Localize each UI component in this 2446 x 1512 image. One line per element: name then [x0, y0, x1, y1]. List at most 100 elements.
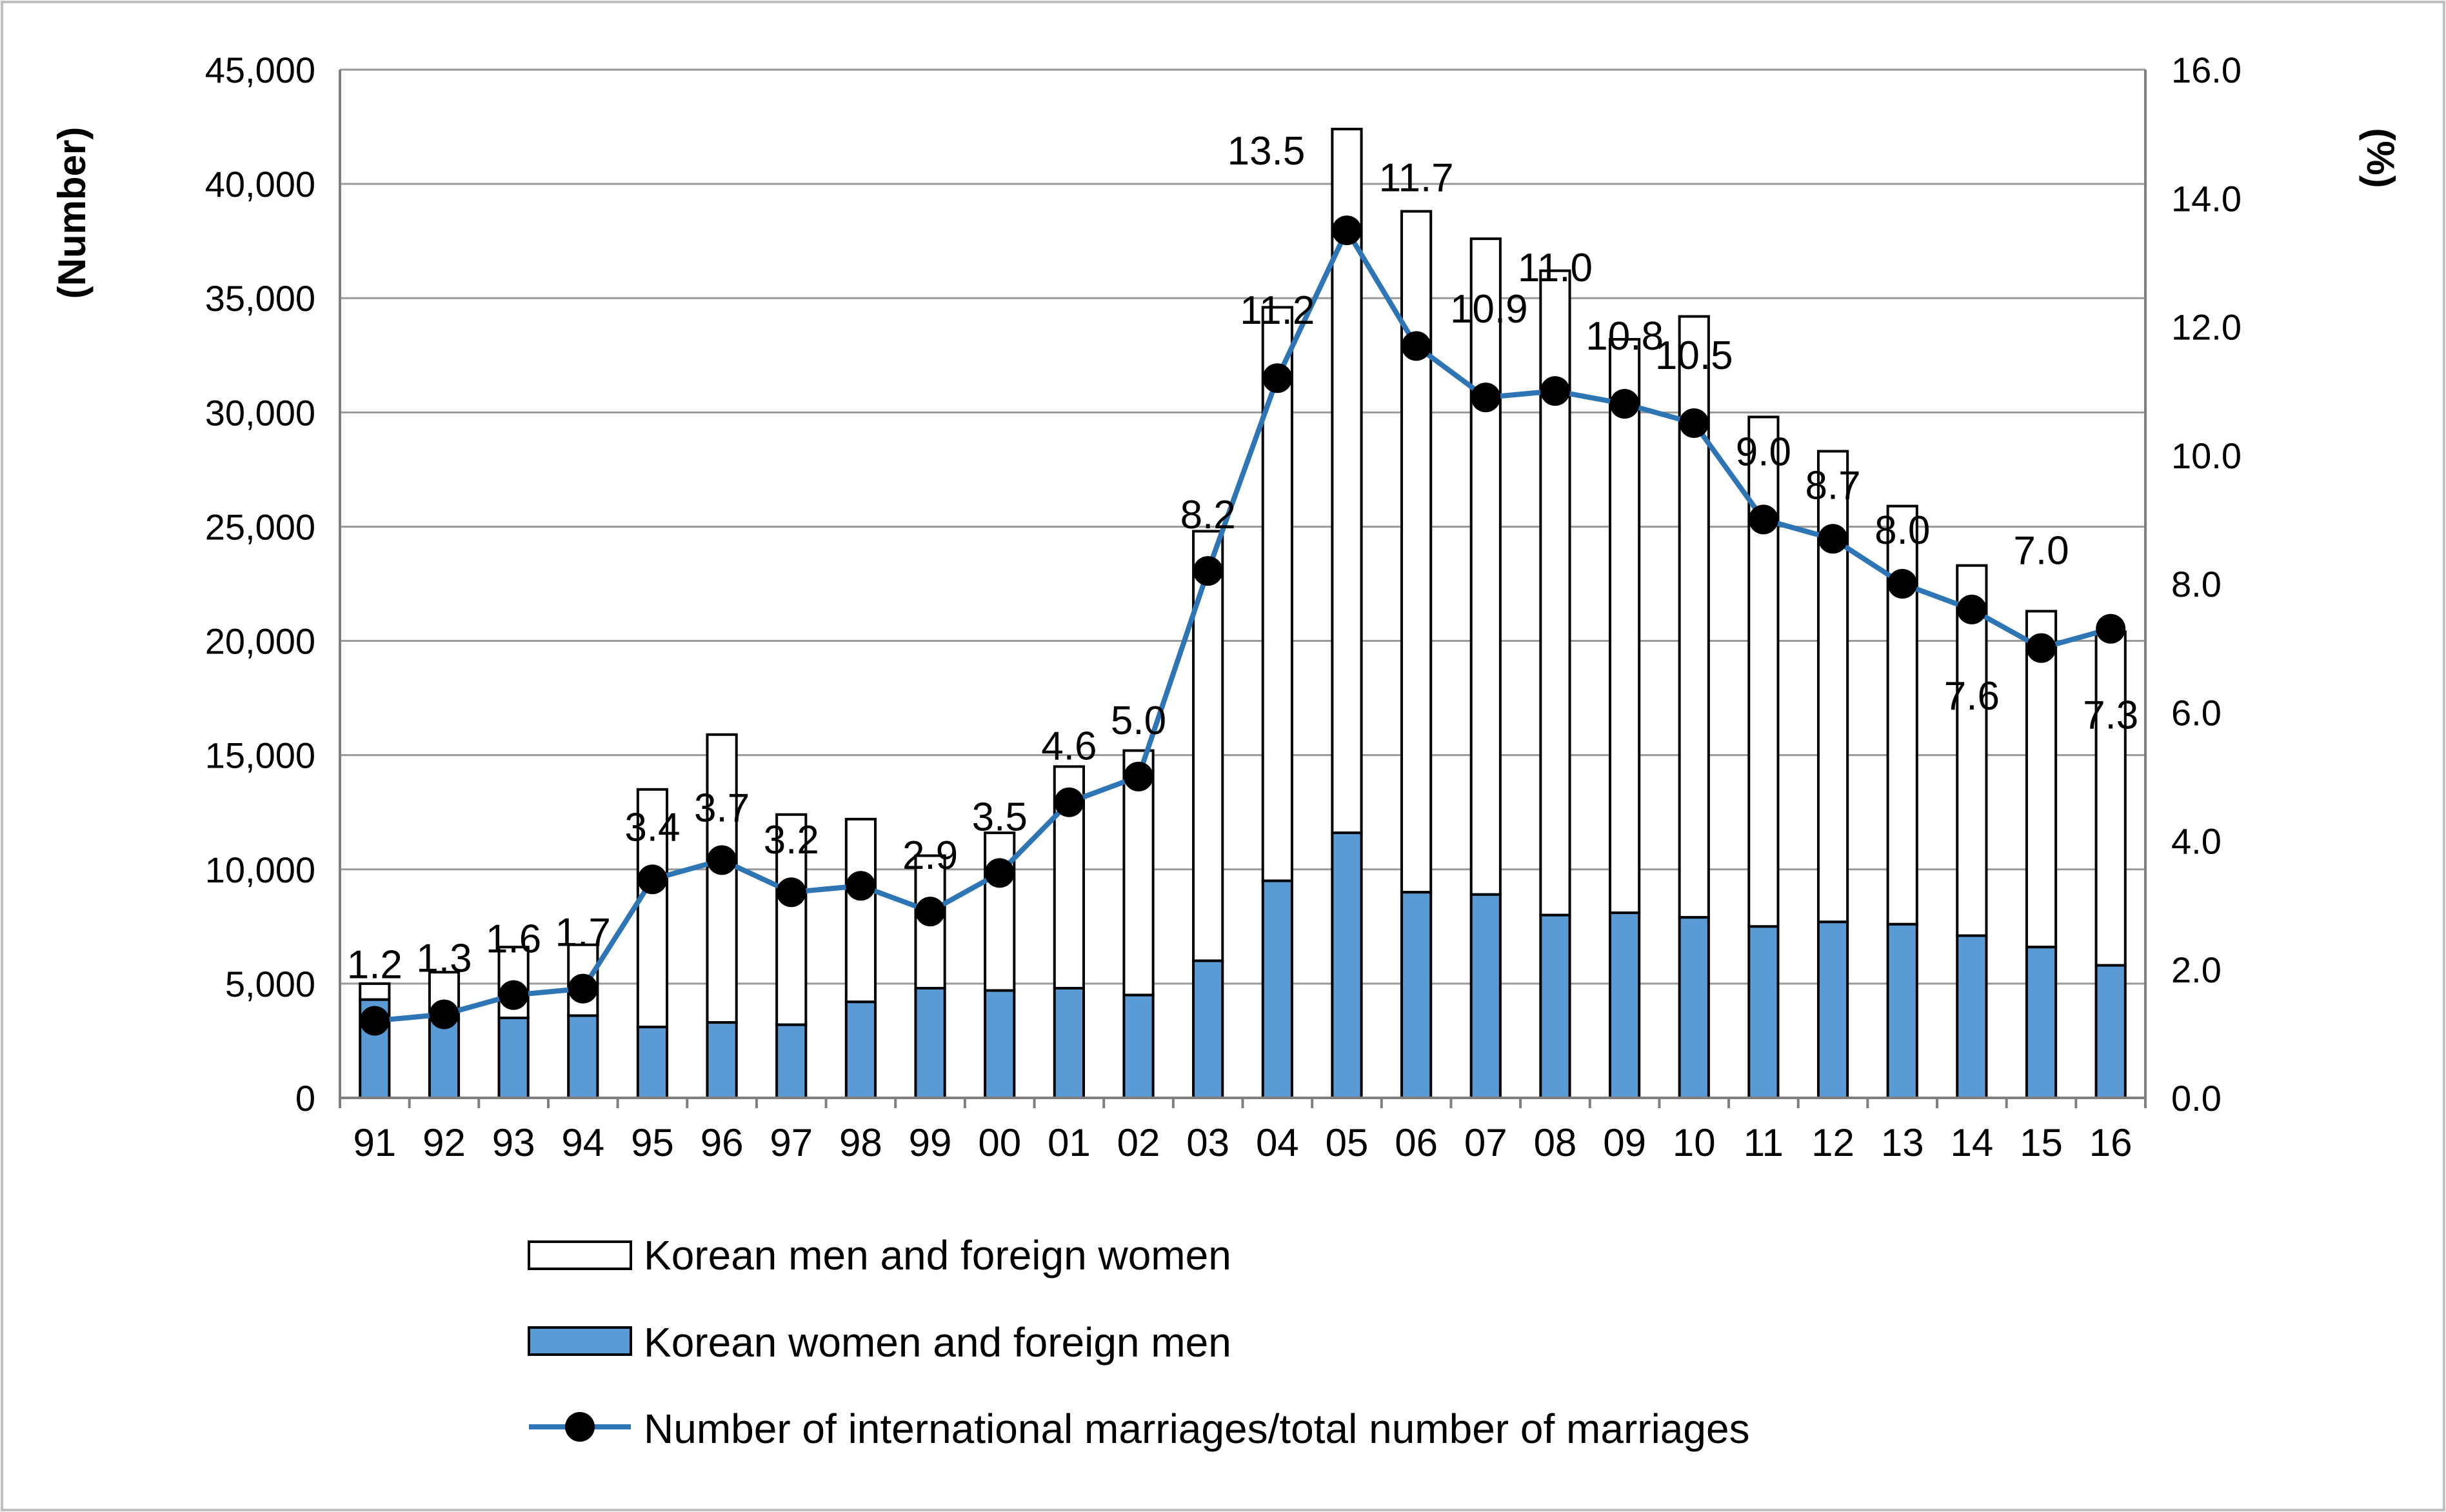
x-tick-label: 96 — [701, 1121, 744, 1164]
y-tick-label: 25,000 — [205, 506, 315, 547]
y2-tick-label: 12.0 — [2171, 307, 2242, 348]
bar-korean-women-foreign-men — [775, 1023, 808, 1100]
bar-korean-women-foreign-men — [1539, 913, 1571, 1099]
data-labels: 1.2 1.3 1.6 1.7 3.4 3.7 3.2 2.9 3.5 4.6 5.0 8.2 11.2… — [347, 129, 2139, 987]
y2-tick-label: 16.0 — [2171, 50, 2242, 90]
x-tick-label: 94 — [561, 1121, 604, 1164]
ratio-data-label: 1.7 — [555, 911, 611, 955]
ratio-data-label: 11.7 — [1379, 155, 1454, 200]
bar-korean-women-foreign-men — [1400, 891, 1433, 1099]
bar-korean-men-foreign-women — [1608, 337, 1641, 915]
ratio-data-label: 3.4 — [624, 805, 680, 850]
ratio-data-label: 7.6 — [1944, 674, 2000, 719]
bar-korean-men-foreign-women — [2025, 610, 2058, 949]
x-tick-label: 08 — [1534, 1121, 1577, 1164]
bar-korean-women-foreign-men — [2094, 964, 2127, 1100]
legend-label-foreign-men: Korean women and foreign men — [644, 1319, 1231, 1366]
ratio-marker — [1262, 363, 1293, 393]
bar-korean-men-foreign-women — [775, 813, 808, 1026]
bar-korean-men-foreign-women — [706, 733, 738, 1024]
bar-korean-men-foreign-women — [1469, 237, 1502, 896]
bar-korean-men-foreign-women — [984, 831, 1016, 992]
ratio-marker — [2096, 613, 2126, 644]
ratio-data-label: 7.3 — [2083, 693, 2138, 738]
x-tick-label: 11 — [1744, 1121, 1784, 1164]
ratio-marker — [707, 845, 737, 875]
ratio-marker — [1193, 556, 1223, 586]
ratio-marker — [568, 973, 598, 1004]
bar-korean-women-foreign-men — [706, 1021, 738, 1100]
ratio-data-label: 10.9 — [1450, 287, 1528, 332]
ratio-data-label: 8.7 — [1805, 463, 1860, 508]
ratio-marker — [1471, 383, 1501, 413]
x-tick-label: 93 — [492, 1121, 535, 1164]
ratio-marker — [2026, 633, 2056, 663]
bar-korean-men-foreign-women — [2094, 630, 2127, 967]
bar-korean-men-foreign-women — [844, 817, 877, 1004]
ratio-data-label: 7.0 — [2013, 529, 2069, 573]
bar-korean-women-foreign-men — [1956, 934, 1988, 1099]
ratio-marker — [1331, 215, 1362, 246]
ratio-data-label: 2.9 — [902, 833, 958, 878]
bar-korean-men-foreign-women — [1747, 415, 1780, 928]
x-tick-label: 95 — [631, 1121, 674, 1164]
ratio-marker — [846, 871, 876, 901]
x-tick-label: 10 — [1673, 1121, 1716, 1164]
x-tick-label: 16 — [2089, 1121, 2133, 1164]
legend-swatch-foreign-women — [528, 1240, 632, 1270]
legend-label-foreign-women: Korean men and foreign women — [644, 1232, 1231, 1278]
bar-korean-men-foreign-women — [1261, 306, 1293, 882]
ratio-data-label: 10.5 — [1655, 333, 1733, 378]
legend-label-ratio: Number of international marriages/total … — [644, 1406, 1750, 1452]
y-tick-label: 40,000 — [205, 164, 315, 204]
bar-korean-women-foreign-men — [1816, 920, 1849, 1099]
ratio-data-label: 9.0 — [1736, 430, 1791, 474]
ratio-data-label: 10.8 — [1586, 314, 1664, 359]
ratio-marker — [637, 864, 668, 895]
y2-tick-label: 14.0 — [2171, 178, 2242, 219]
ratio-marker — [915, 897, 946, 927]
bar-korean-men-foreign-women — [1539, 269, 1571, 917]
x-tick-label: 03 — [1186, 1121, 1229, 1164]
ratio-data-label: 8.2 — [1180, 493, 1236, 537]
bar-korean-men-foreign-women — [1122, 749, 1155, 997]
ratio-marker — [1679, 408, 1709, 438]
legend-marker-ratio — [565, 1412, 595, 1442]
x-tick-label: 12 — [1811, 1121, 1854, 1164]
x-tick-label: 05 — [1326, 1121, 1369, 1164]
bar-korean-women-foreign-men — [567, 1014, 599, 1099]
bar-korean-women-foreign-men — [2025, 946, 2058, 1100]
ratio-marker — [499, 980, 529, 1010]
bar-korean-women-foreign-men — [428, 1017, 461, 1099]
bar-korean-women-foreign-men — [1469, 893, 1502, 1099]
ratio-data-label: 1.6 — [486, 917, 541, 962]
ratio-marker — [359, 1006, 390, 1036]
bar-korean-women-foreign-men — [1053, 986, 1085, 1100]
x-tick-label: 02 — [1117, 1121, 1160, 1164]
y-axis-title: (Number) — [50, 127, 94, 299]
ratio-marker — [1540, 376, 1570, 406]
y-tick-label: 15,000 — [205, 735, 315, 776]
ratio-data-label: 13.5 — [1228, 129, 1306, 174]
y2-tick-label: 6.0 — [2171, 692, 2222, 733]
ratio-marker — [1609, 389, 1640, 419]
axes: 0 5,000 10,000 15,000 20,000 25,000 30,000 35,0… — [205, 50, 2242, 1164]
y-tick-label: 30,000 — [205, 392, 315, 433]
x-tick-label: 99 — [909, 1121, 952, 1164]
x-tick-label: 07 — [1464, 1121, 1507, 1164]
bar-korean-women-foreign-men — [497, 1017, 530, 1099]
bar-korean-women-foreign-men — [1886, 922, 1918, 1100]
bar-korean-women-foreign-men — [1608, 911, 1641, 1099]
ratio-data-label: 1.3 — [416, 936, 472, 980]
bar-korean-women-foreign-men — [984, 989, 1016, 1099]
ratio-data-label: 3.2 — [764, 818, 819, 862]
bar-korean-women-foreign-men — [844, 1000, 877, 1100]
bar-korean-women-foreign-men — [1678, 916, 1710, 1099]
x-tick-label: 13 — [1881, 1121, 1924, 1164]
y-tick-label: 10,000 — [205, 850, 315, 890]
y-tick-label: 45,000 — [205, 50, 315, 90]
y-tick-label: 20,000 — [205, 621, 315, 662]
bar-korean-women-foreign-men — [636, 1026, 669, 1100]
ratio-marker — [1401, 331, 1431, 361]
x-tick-label: 97 — [770, 1121, 813, 1164]
